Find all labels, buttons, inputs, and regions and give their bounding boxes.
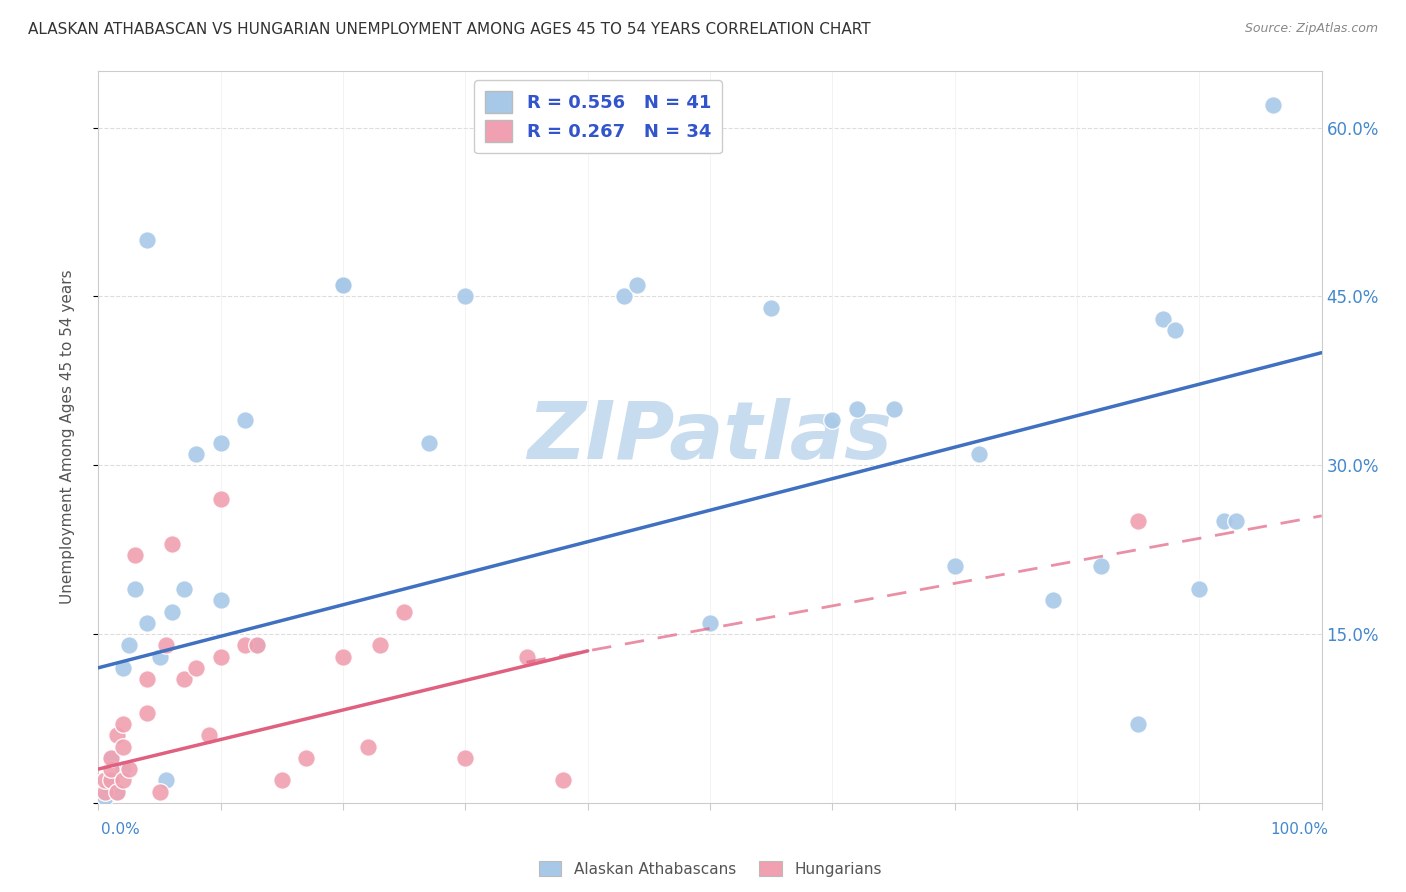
Point: [1042, 593, 1064, 607]
Point: [553, 773, 575, 788]
Point: [173, 672, 195, 686]
Point: [100, 751, 122, 765]
Point: [454, 751, 477, 765]
Point: [613, 289, 636, 303]
Point: [100, 773, 122, 788]
Point: [392, 605, 416, 619]
Point: [761, 301, 783, 315]
Point: [1128, 515, 1150, 529]
Point: [246, 638, 269, 652]
Y-axis label: Unemployment Among Ages 45 to 54 years: Unemployment Among Ages 45 to 54 years: [60, 269, 75, 605]
Point: [967, 447, 990, 461]
Point: [111, 762, 134, 776]
Point: [100, 762, 122, 776]
Point: [197, 728, 219, 742]
Point: [821, 413, 844, 427]
Point: [136, 672, 159, 686]
Point: [111, 661, 134, 675]
Point: [1128, 717, 1150, 731]
Point: [1212, 515, 1234, 529]
Point: [111, 717, 134, 731]
Legend: Alaskan Athabascans, Hungarians: Alaskan Athabascans, Hungarians: [533, 855, 887, 883]
Point: [246, 638, 269, 652]
Point: [93, 790, 115, 805]
Point: [1261, 98, 1284, 112]
Point: [295, 751, 318, 765]
Point: [118, 762, 141, 776]
Text: ZIPatlas: ZIPatlas: [527, 398, 893, 476]
Point: [124, 548, 146, 562]
Point: [356, 739, 378, 754]
Point: [368, 638, 391, 652]
Point: [418, 435, 440, 450]
Point: [105, 728, 128, 742]
Point: [111, 773, 134, 788]
Text: 0.0%: 0.0%: [101, 822, 141, 837]
Point: [270, 773, 294, 788]
Point: [160, 537, 183, 551]
Point: [100, 773, 122, 788]
Point: [943, 559, 966, 574]
Point: [105, 784, 128, 798]
Point: [1152, 312, 1174, 326]
Point: [332, 649, 354, 664]
Point: [136, 615, 159, 630]
Point: [136, 233, 159, 247]
Text: ALASKAN ATHABASCAN VS HUNGARIAN UNEMPLOYMENT AMONG AGES 45 TO 54 YEARS CORRELATI: ALASKAN ATHABASCAN VS HUNGARIAN UNEMPLOY…: [28, 22, 870, 37]
Point: [1225, 515, 1247, 529]
Point: [233, 638, 256, 652]
Point: [1188, 582, 1211, 596]
Point: [209, 435, 232, 450]
Point: [155, 773, 177, 788]
Point: [124, 582, 146, 596]
Point: [105, 784, 128, 798]
Point: [186, 661, 208, 675]
Point: [209, 491, 232, 506]
Point: [111, 739, 134, 754]
Point: [209, 593, 232, 607]
Point: [454, 289, 477, 303]
Text: Source: ZipAtlas.com: Source: ZipAtlas.com: [1244, 22, 1378, 36]
Point: [1164, 323, 1187, 337]
Point: [845, 401, 868, 416]
Point: [149, 784, 172, 798]
Point: [1090, 559, 1112, 574]
Point: [515, 649, 537, 664]
Point: [332, 278, 354, 293]
Point: [173, 582, 195, 596]
Point: [209, 649, 232, 664]
Point: [93, 784, 115, 798]
Point: [136, 706, 159, 720]
Point: [883, 401, 905, 416]
Text: 100.0%: 100.0%: [1271, 822, 1329, 837]
Point: [118, 638, 141, 652]
Point: [149, 649, 172, 664]
Point: [160, 605, 183, 619]
Point: [699, 615, 721, 630]
Point: [93, 773, 115, 788]
Point: [233, 413, 256, 427]
Point: [186, 447, 208, 461]
Point: [332, 278, 354, 293]
Point: [155, 638, 177, 652]
Point: [626, 278, 648, 293]
Point: [100, 751, 122, 765]
